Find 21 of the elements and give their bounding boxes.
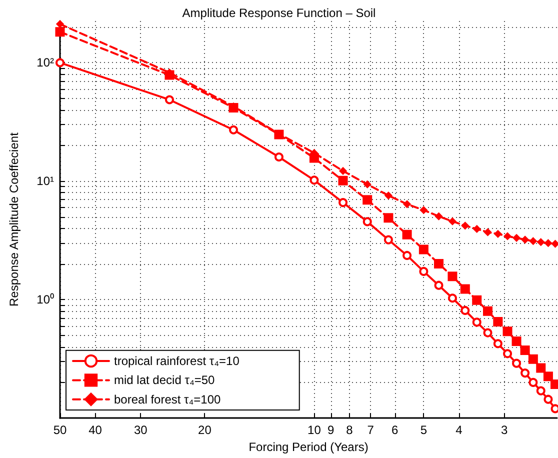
y-tick-label: 10¹ [36,174,54,188]
x-tick-label: 7 [367,423,374,438]
x-tick-label: 50 [53,423,67,438]
y-axis-title: Response Amplitude Coeffecient [7,132,21,306]
x-tick-label: 3 [501,423,508,438]
x-tick-label: 6 [392,423,399,438]
x-tick-label: 4 [456,423,463,438]
x-tick-label: 9 [328,423,335,438]
x-tick-label: 8 [346,423,354,438]
y-tick-label: 10⁰ [36,292,54,307]
x-tick-label: 5 [420,423,428,438]
chart-title: Amplitude Response Function – Soil [182,6,376,20]
x-axis-title: Forcing Period (Years) [248,440,368,454]
y-tick-label: 10² [36,56,54,70]
x-tick-label: 20 [198,423,212,438]
x-tick-label: 30 [134,423,148,438]
legend-label: mid lat decid τ₄=50 [114,373,216,388]
legend-label: tropical rainforest τ₄=10 [114,354,240,368]
x-tick-label: 10 [308,423,322,438]
legend-label: boreal forest τ₄=100 [114,392,222,406]
x-tick-label: 40 [88,423,102,438]
